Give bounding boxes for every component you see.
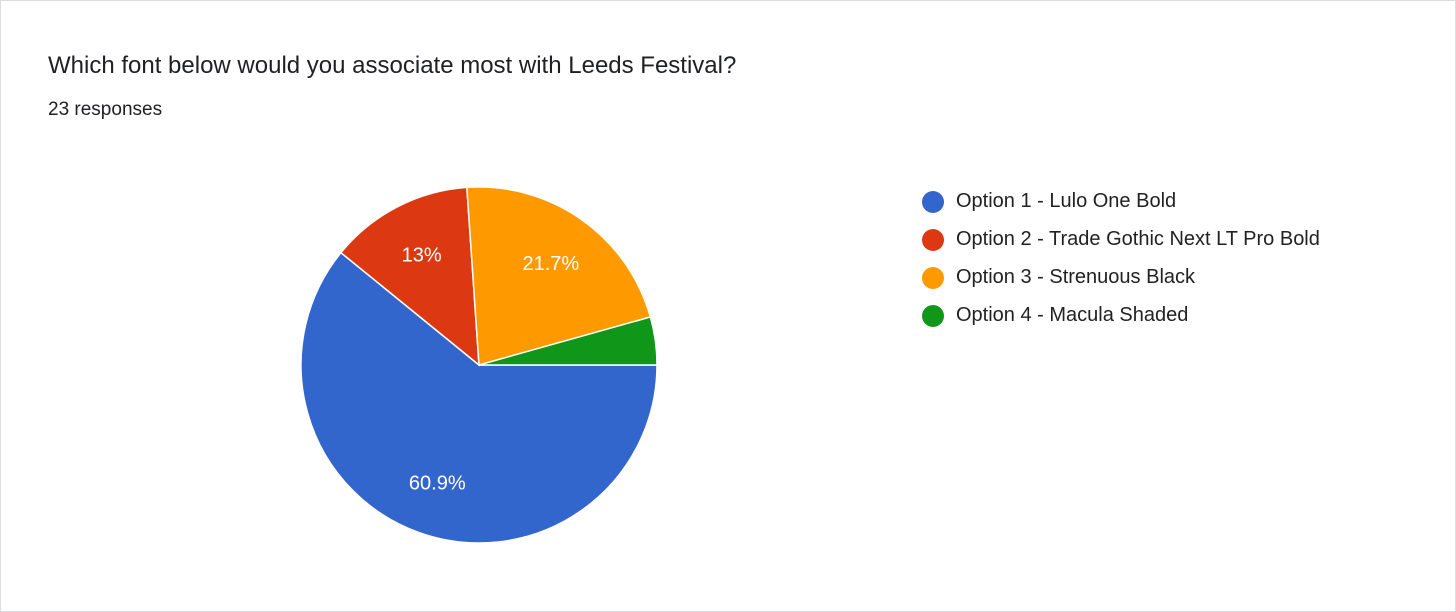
legend-item[interactable]: Option 2 - Trade Gothic Next LT Pro Bold	[920, 224, 1360, 255]
legend-item[interactable]: Option 1 - Lulo One Bold	[920, 186, 1360, 217]
legend: Option 1 - Lulo One Bold Option 2 - Trade…	[920, 186, 1360, 338]
legend-color-dot	[922, 305, 944, 327]
legend-item[interactable]: Option 3 - Strenuous Black	[920, 262, 1360, 293]
pie-slice-option-2[interactable]	[339, 186, 480, 367]
pie-slice-option-4[interactable]	[478, 316, 658, 366]
pie-slice-option-3[interactable]	[466, 186, 652, 366]
chart-title: Which font below would you associate mos…	[48, 52, 737, 79]
legend-item[interactable]: Option 4 - Macula Shaded	[920, 300, 1360, 331]
legend-color-dot	[922, 191, 944, 213]
legend-label: Option 3 - Strenuous Black	[956, 266, 1196, 288]
legend-color-dot	[922, 267, 944, 289]
legend-color-dot	[922, 229, 944, 251]
response-count: 23 responses	[48, 99, 163, 120]
slice-data-label: 13%	[402, 244, 442, 266]
legend-label: Option 1 - Lulo One Bold	[956, 190, 1177, 212]
legend-label: Option 4 - Macula Shaded	[956, 304, 1189, 326]
slice-data-label: 60.9%	[409, 472, 466, 494]
pie-slice-option-1[interactable]	[300, 251, 658, 544]
slice-data-label: 21.7%	[522, 253, 579, 275]
legend-label: Option 2 - Trade Gothic Next LT Pro Bold	[956, 228, 1320, 250]
